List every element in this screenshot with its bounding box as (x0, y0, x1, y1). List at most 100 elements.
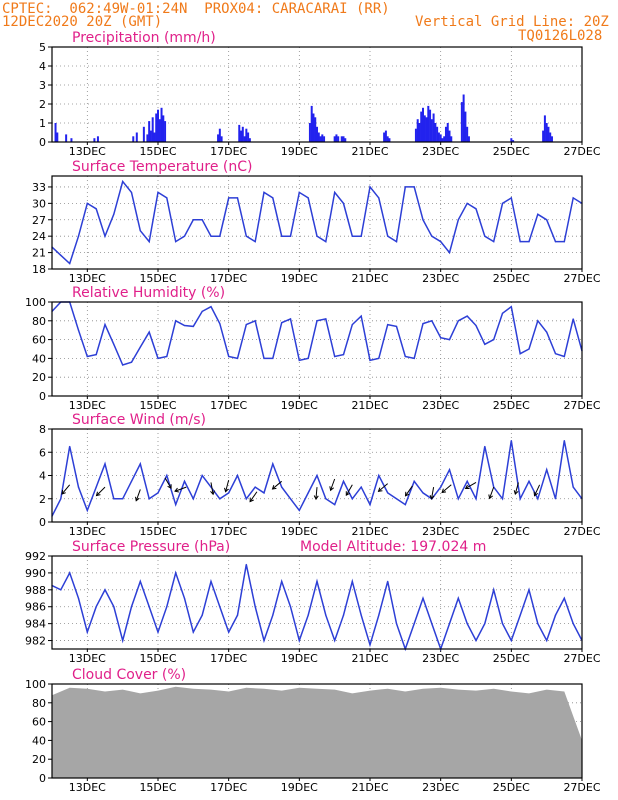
pres-point (130, 606, 133, 608)
wind-point (289, 498, 292, 500)
pres-point (113, 606, 115, 608)
temp-point (501, 202, 504, 204)
precip-bar (146, 134, 149, 142)
precip-bar (422, 107, 424, 142)
pres-point (210, 580, 212, 582)
pres-frame (51, 555, 583, 650)
rh-point (219, 323, 221, 325)
wind-point (546, 469, 548, 471)
rh-point (546, 331, 548, 333)
cloud-xtick-label: 23DEC (422, 781, 459, 794)
cloud-ytick-label: 80 (32, 697, 46, 710)
rh-xtick-label: 27DEC (563, 399, 600, 412)
temp-xtick-label: 23DEC (422, 272, 459, 285)
precip-bar (439, 134, 442, 142)
wind-arrow-head (135, 496, 140, 502)
temp-xtick-label: 19DEC (281, 272, 318, 285)
wind-point (369, 503, 371, 506)
wind-point (413, 480, 415, 482)
rh-xtick-label: 13DEC (69, 399, 106, 412)
wind-point (139, 463, 141, 465)
pres-point (448, 623, 451, 625)
pres-point (175, 572, 177, 574)
temp-point (546, 219, 548, 221)
precip-bar (333, 136, 336, 142)
wind-ytick-label: 8 (39, 423, 46, 436)
rh-point (130, 361, 133, 363)
precip-bar (420, 111, 423, 142)
pres-xtick-label: 19DEC (281, 652, 318, 665)
temp-point (360, 235, 362, 237)
temp-point (457, 219, 459, 221)
temp-point (334, 191, 336, 194)
precip-bar (135, 132, 138, 142)
precip-bar (512, 140, 515, 142)
precip-ytick-label: 4 (39, 60, 46, 73)
pres-ytick-label: 988 (25, 584, 46, 597)
precip-bar (342, 136, 345, 142)
temp-point (139, 230, 141, 232)
temp-title: Surface Temperature (nC) (72, 159, 253, 175)
rh-point (528, 348, 530, 350)
rh-point (157, 357, 159, 359)
temp-point (528, 241, 530, 243)
header-vertical-grid: Vertical Grid Line: 20Z (415, 14, 609, 30)
pres-point (360, 614, 362, 616)
rh-point (201, 310, 203, 312)
temp-xtick-label: 17DEC (210, 272, 247, 285)
temp-point (395, 241, 398, 243)
pres-point (228, 631, 230, 633)
wind-point (316, 474, 318, 477)
temp-ytick-label: 24 (32, 230, 46, 243)
rh-xtick-label: 19DEC (281, 399, 318, 412)
pres-point (219, 606, 221, 608)
pres-ytick-label: 982 (25, 635, 46, 648)
rh-ytick-label: 60 (32, 334, 46, 347)
wind-point (395, 498, 398, 500)
precip-bar (96, 136, 99, 142)
precip-bar (241, 126, 244, 142)
wind-point (166, 474, 168, 477)
precip-bar (448, 130, 451, 142)
precip-bar (153, 132, 156, 142)
wind-xtick-label: 15DEC (139, 525, 176, 538)
rh-point (245, 323, 247, 326)
wind-point (113, 498, 115, 500)
temp-point (387, 235, 389, 237)
rh-point (395, 325, 398, 328)
cloud-xtick-label: 15DEC (139, 781, 176, 794)
precip-bar (460, 102, 463, 142)
temp-point (263, 191, 265, 194)
precip-bar (317, 132, 320, 142)
precip-ytick-label: 5 (39, 41, 46, 54)
temp-point (431, 235, 433, 237)
temp-point (289, 235, 292, 237)
temp-xtick-label: 27DEC (563, 272, 600, 285)
rh-point (537, 320, 539, 322)
wind-ytick-label: 4 (39, 470, 46, 483)
temp-point (307, 197, 309, 199)
precip-bar (319, 136, 322, 142)
pres-point (422, 597, 424, 599)
precip-bar (65, 134, 68, 142)
rh-point (210, 306, 212, 308)
rh-ytick-label: 40 (32, 352, 46, 365)
precip-ytick-label: 2 (39, 98, 46, 111)
wind-arrow-head (488, 494, 494, 500)
wind-point (351, 498, 353, 500)
wind-arrow-head (271, 485, 277, 490)
pres-point (528, 589, 530, 591)
precip-bar (466, 126, 469, 142)
precip-bar (429, 109, 432, 142)
wind-point (281, 486, 283, 488)
precip-bar (157, 109, 159, 142)
wind-point (60, 498, 62, 500)
pres-point (510, 639, 512, 642)
pres-point (537, 623, 539, 625)
temp-point (166, 197, 168, 199)
wind-xtick-label: 19DEC (281, 525, 318, 538)
temp-xtick-label: 15DEC (139, 272, 176, 285)
rh-ytick-label: 0 (39, 390, 46, 403)
temp-ytick-label: 21 (32, 247, 46, 260)
precip-bar (243, 136, 246, 142)
